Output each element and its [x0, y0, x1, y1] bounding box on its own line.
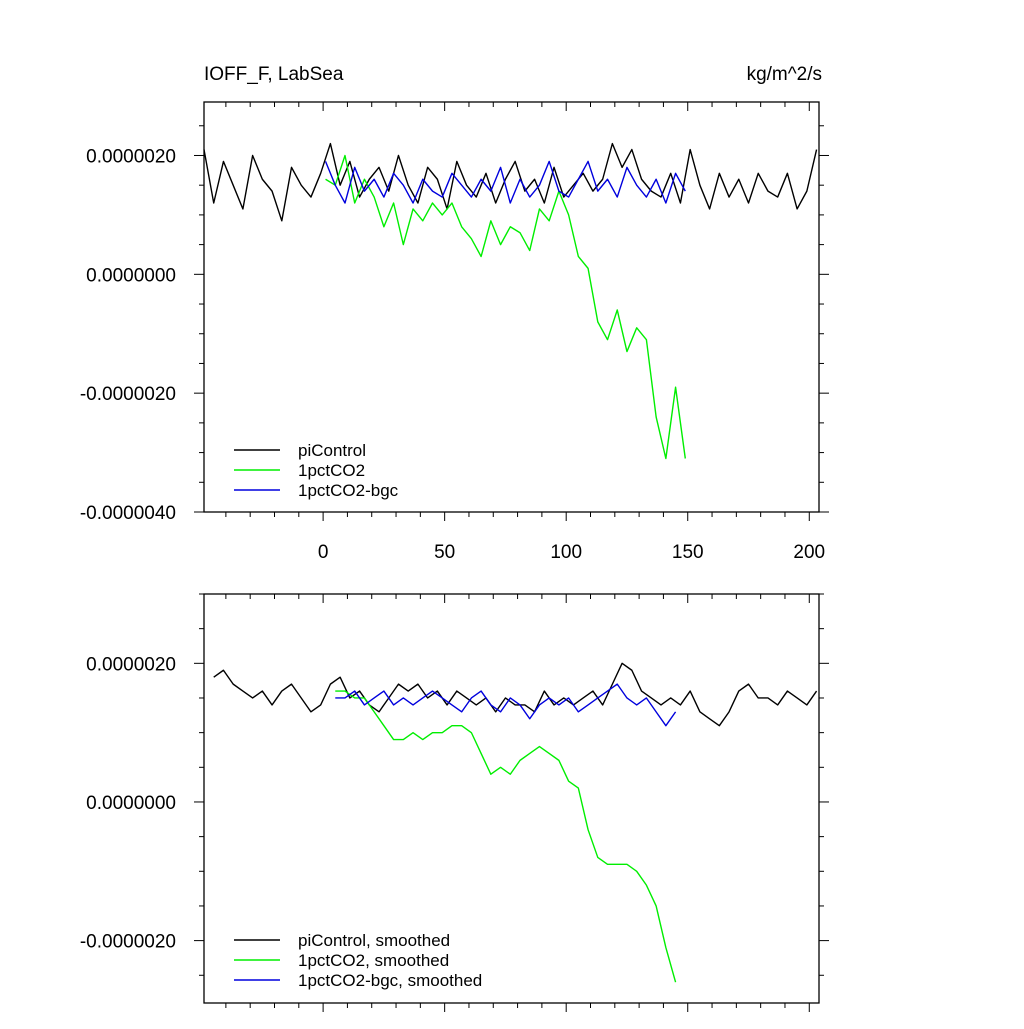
y-tick-label: -0.0000040 — [80, 503, 176, 524]
x-tick-label: 0 — [318, 542, 329, 563]
y-tick-label: 0.0000020 — [86, 654, 176, 675]
top-panel: 0 50 100 150 200 -0.0000040 -0.0000020 0.000000… — [80, 101, 829, 563]
series-line-1pctco2 — [325, 154, 686, 460]
series-line-picontrol-smoothed — [213, 662, 818, 727]
legend-label: 1pctCO2-bgc, smoothed — [298, 971, 482, 990]
series-line-1pctco2-smoothed — [335, 690, 677, 983]
series-line-picontrol — [203, 142, 818, 222]
series-line-1pctco2-bgc-smoothed — [335, 683, 677, 727]
y-tick-label: 0.0000020 — [86, 146, 176, 167]
bottom-panel: -0.0000020 0.0000000 0.0000020 piControl, s… — [80, 593, 829, 1012]
y-tick-label: 0.0000000 — [86, 265, 176, 286]
x-tick-label: 100 — [550, 542, 582, 563]
y-tick-label: -0.0000020 — [80, 384, 176, 405]
legend-label: 1pctCO2 — [298, 461, 365, 480]
x-tick-label: 200 — [793, 542, 825, 563]
legend-label: 1pctCO2-bgc — [298, 481, 399, 500]
legend-label: 1pctCO2, smoothed — [298, 951, 449, 970]
chart-units: kg/m^2/s — [747, 64, 822, 85]
series-line-1pctco2-bgc — [324, 160, 686, 204]
chart-title: IOFF_F, LabSea — [204, 64, 344, 85]
plot-frame — [203, 593, 820, 1004]
plot-frame — [203, 101, 820, 513]
x-tick-label: 50 — [434, 542, 455, 563]
legend-label: piControl, smoothed — [298, 931, 450, 950]
y-tick-label: 0.0000000 — [86, 793, 176, 814]
y-tick-label: -0.0000020 — [80, 932, 176, 953]
legend-label: piControl — [298, 441, 366, 460]
x-tick-label: 150 — [672, 542, 704, 563]
